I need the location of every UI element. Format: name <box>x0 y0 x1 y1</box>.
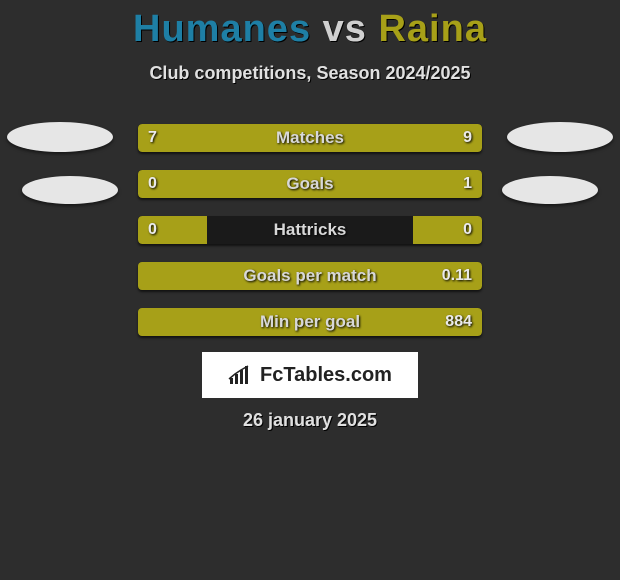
stat-right-fill <box>207 170 482 198</box>
player1-badge-bottom <box>22 176 118 204</box>
player2-name: Raina <box>378 8 486 50</box>
comparison-card: Humanes vs Raina Club competitions, Seas… <box>0 0 620 580</box>
player1-name: Humanes <box>133 8 311 50</box>
stat-left-fill <box>138 216 207 244</box>
stat-right-fill <box>138 262 482 290</box>
bar-chart-icon <box>228 364 254 386</box>
stat-row: 79Matches <box>138 124 482 152</box>
stat-right-fill <box>279 124 482 152</box>
stat-row: 884Min per goal <box>138 308 482 336</box>
player1-badge-top <box>7 122 113 152</box>
stat-row: 01Goals <box>138 170 482 198</box>
stat-row: 0.11Goals per match <box>138 262 482 290</box>
logo-box: FcTables.com <box>202 352 418 398</box>
subtitle: Club competitions, Season 2024/2025 <box>0 63 620 84</box>
stat-left-fill <box>138 124 279 152</box>
stat-right-fill <box>413 216 482 244</box>
vs-label: vs <box>323 8 367 50</box>
stat-right-fill <box>138 308 482 336</box>
stat-row: 00Hattricks <box>138 216 482 244</box>
player2-badge-bottom <box>502 176 598 204</box>
player2-badge-top <box>507 122 613 152</box>
date-label: 26 january 2025 <box>0 410 620 431</box>
logo-text: FcTables.com <box>260 364 392 387</box>
title: Humanes vs Raina <box>0 0 620 51</box>
stat-bars: 79Matches 01Goals 00Hattricks 0.11Goals per… <box>138 124 482 354</box>
stat-left-fill <box>138 170 207 198</box>
